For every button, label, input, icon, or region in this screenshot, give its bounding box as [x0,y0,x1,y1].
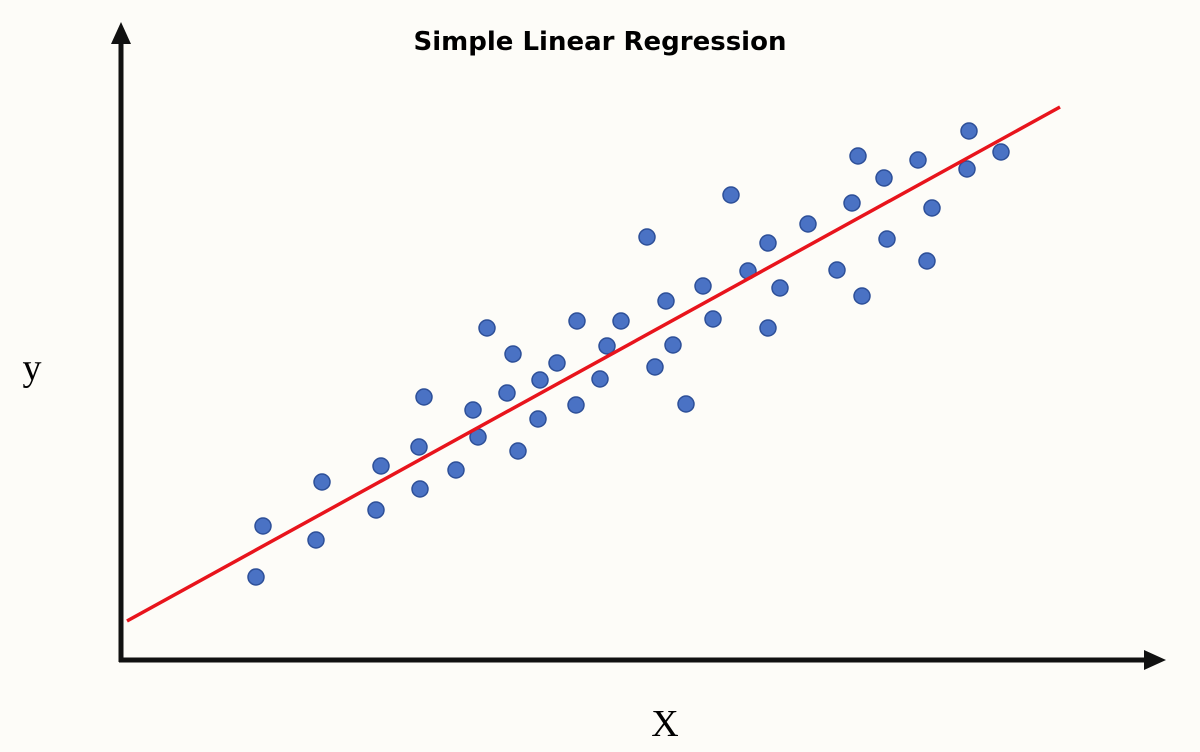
data-point [664,336,682,354]
data-point [411,480,429,498]
data-point [638,228,656,246]
data-point [853,287,871,305]
data-point [591,370,609,388]
data-point [478,319,496,337]
data-point [759,234,777,252]
data-point [567,396,585,414]
data-point [878,230,896,248]
data-point [849,147,867,165]
data-point [799,215,817,233]
data-point [694,277,712,295]
data-point [568,312,586,330]
data-point [367,501,385,519]
data-point [657,292,675,310]
data-point [254,517,272,535]
data-point [548,354,566,372]
data-point [722,186,740,204]
data-point [372,457,390,475]
data-point [529,410,547,428]
plot-area [126,105,1061,623]
data-point [612,312,630,330]
y-axis-arrow [111,22,131,44]
data-point [447,461,465,479]
data-point [313,473,331,491]
data-point [307,531,325,549]
data-point [410,438,428,456]
data-point [504,345,522,363]
data-point [828,261,846,279]
data-point [918,252,936,270]
data-point [677,395,695,413]
data-point [923,199,941,217]
y-axis-label: y [23,347,42,389]
data-point [247,568,265,586]
data-point [704,310,722,328]
data-point [415,388,433,406]
data-point [843,194,861,212]
x-axis-arrow [1144,650,1166,670]
data-point [509,442,527,460]
data-point [771,279,789,297]
data-point [759,319,777,337]
data-point [646,358,664,376]
x-axis-label: X [651,703,678,745]
data-point [909,151,927,169]
data-point [531,371,549,389]
regression-line [126,105,1061,623]
data-point [992,143,1010,161]
data-point [598,337,616,355]
data-point [464,401,482,419]
data-point [498,384,516,402]
data-point [958,160,976,178]
data-point [960,122,978,140]
data-point [875,169,893,187]
chart-title: Simple Linear Regression [414,27,787,57]
